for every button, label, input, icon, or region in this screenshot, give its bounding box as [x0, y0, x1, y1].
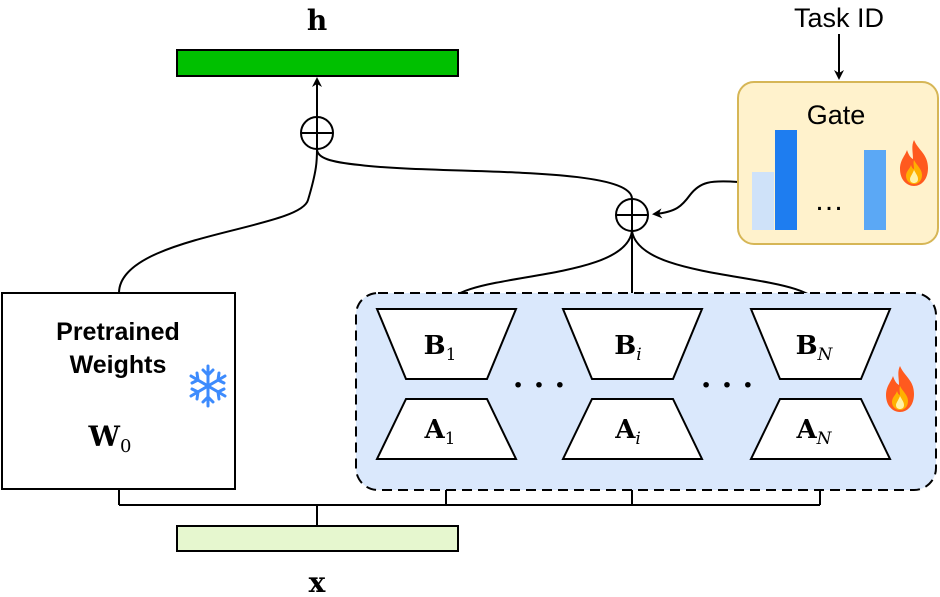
pretrained-title-line1: Pretrained — [56, 318, 180, 346]
input-bar — [176, 525, 459, 552]
adapter-a-block — [749, 398, 892, 460]
weight-symbol: W0 — [88, 420, 132, 457]
adapter-b-label: BN — [796, 331, 834, 365]
gate-bar-1 — [752, 172, 774, 230]
adapter-b-block — [749, 308, 892, 380]
output-label: h — [307, 4, 327, 37]
adapter-ellipsis-left: · · · — [513, 368, 565, 403]
adapter-b-label: B1 — [424, 331, 457, 365]
gate-bar-3 — [864, 150, 886, 230]
pretrained-weights-box: Pretrained Weights W0 — [1, 292, 236, 490]
task-id-label: Task ID — [794, 3, 884, 33]
adapter-i: Bi Ai — [561, 308, 704, 460]
gate-ellipsis: … — [814, 184, 844, 217]
adapter-n: BN AN — [749, 308, 892, 460]
adapter-a-block — [561, 398, 704, 460]
input-label: x — [309, 566, 326, 597]
adapter-ellipsis-right: · · · — [701, 368, 753, 403]
gate-label: Gate — [807, 100, 866, 130]
adapter-1: B1 A1 — [375, 308, 518, 460]
pretrained-title-line2: Weights — [70, 351, 167, 379]
gate-box: Gate … — [737, 81, 939, 245]
adapter-b-block — [561, 308, 704, 380]
adapter-b-label: Bi — [614, 331, 641, 365]
adapter-a-label: AN — [795, 415, 832, 449]
snowflake-icon — [189, 364, 227, 408]
adapter-sum-node — [615, 198, 649, 232]
output-sum-node — [300, 116, 334, 150]
gate-bar-2 — [775, 130, 797, 230]
output-bar — [176, 49, 459, 77]
adapter-a-label: A1 — [423, 415, 455, 449]
adapter-b-block — [375, 308, 518, 380]
adapter-a-label: Ai — [614, 415, 641, 449]
adapter-a-block — [375, 398, 518, 460]
